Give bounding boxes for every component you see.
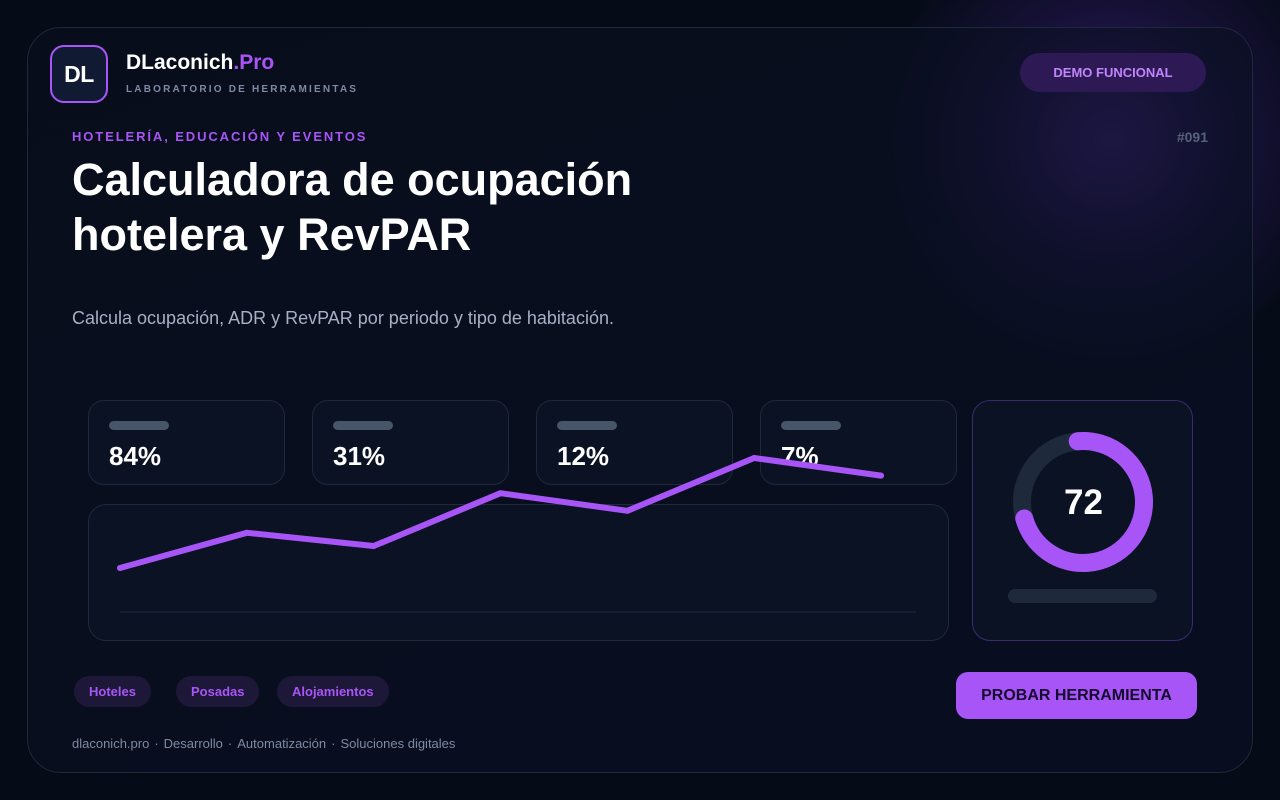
tag-posadas[interactable]: Posadas (176, 676, 260, 707)
chart-point (497, 490, 504, 497)
chart-point (751, 455, 758, 461)
brand-tagline: LABORATORIO DE HERRAMIENTAS (126, 84, 359, 95)
metric-label-placeholder (557, 421, 617, 430)
footer-item[interactable]: Soluciones digitales (340, 736, 456, 751)
tool-description: Calcula ocupación, ADR y RevPAR por peri… (72, 308, 614, 328)
score-ring-progress (1013, 432, 1153, 572)
footer-item[interactable]: Automatización (237, 736, 327, 751)
tool-card: DL DLaconich.Pro LABORATORIO DE HERRAMIE… (27, 27, 1253, 773)
score-label-placeholder (1008, 589, 1157, 603)
metric-card-4: 7% (760, 400, 957, 485)
score-panel: 72 (972, 400, 1193, 641)
footer-separator: · (227, 736, 233, 751)
score-ring (1013, 432, 1153, 572)
metric-value: 12% (557, 441, 610, 471)
tool-number: #091 (1176, 129, 1208, 145)
footer-separator: · (331, 736, 336, 751)
try-tool-button[interactable]: PROBAR HERRAMIENTA (956, 672, 1197, 719)
brand-name-main: DLaconich (126, 51, 234, 74)
logo: DL (50, 45, 108, 103)
chart-panel (88, 504, 949, 641)
tag-alojamientos[interactable]: Alojamientos (277, 676, 389, 707)
metric-label-placeholder (781, 421, 841, 430)
metric-card-3: 12% (536, 400, 733, 485)
footer-item[interactable]: dlaconich.pro (72, 736, 150, 751)
footer-links: dlaconich.pro · Desarrollo · Automatizac… (72, 736, 455, 751)
metric-card-2: 31% (312, 400, 509, 485)
metric-card-1: 84% (88, 400, 285, 485)
footer-separator: · (154, 736, 159, 751)
metric-label-placeholder (109, 421, 169, 430)
demo-badge: DEMO FUNCIONAL (1020, 53, 1206, 92)
score-value: 72 (1064, 483, 1103, 522)
page-title: Calculadora de ocupación hotelera y RevP… (72, 154, 633, 260)
brand-name-accent: .Pro (233, 51, 275, 74)
metric-label-placeholder (333, 421, 393, 430)
tag-hoteles[interactable]: Hoteles (74, 676, 151, 707)
metric-value: 31% (333, 441, 386, 471)
tool-category: HOTELERÍA, EDUCACIÓN Y EVENTOS (72, 129, 368, 144)
metric-value: 84% (109, 441, 162, 471)
brand-name: DLaconich.Pro (126, 51, 274, 75)
metric-value: 7% (781, 441, 819, 471)
footer-item[interactable]: Desarrollo (163, 736, 223, 751)
